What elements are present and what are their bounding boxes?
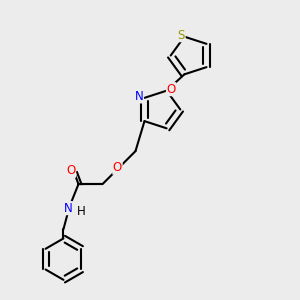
Text: H: H xyxy=(77,205,86,218)
Text: O: O xyxy=(113,161,122,174)
Text: O: O xyxy=(167,83,176,96)
Text: O: O xyxy=(66,164,76,177)
Text: N: N xyxy=(64,202,72,214)
Text: N: N xyxy=(135,90,143,103)
Text: S: S xyxy=(178,29,185,42)
